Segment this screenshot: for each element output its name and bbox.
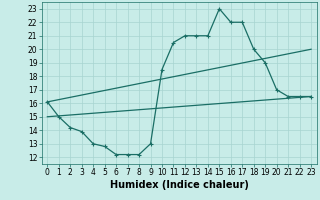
X-axis label: Humidex (Indice chaleur): Humidex (Indice chaleur) — [110, 180, 249, 190]
